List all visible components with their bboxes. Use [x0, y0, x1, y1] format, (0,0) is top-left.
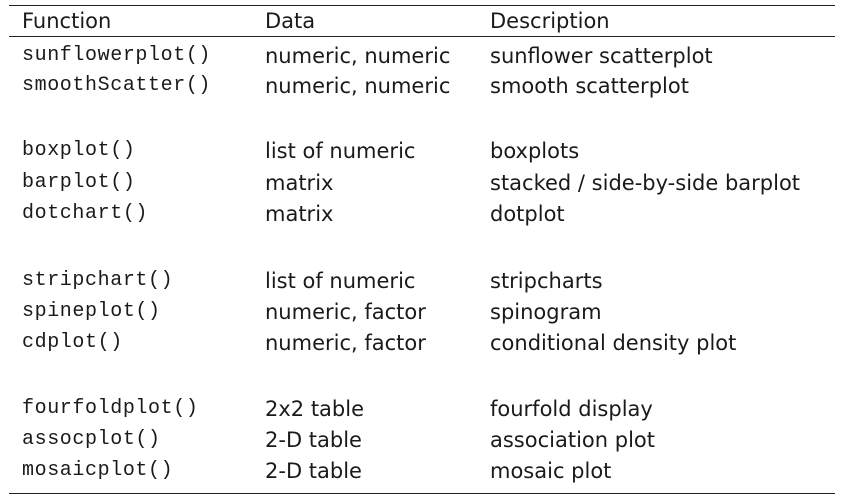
- table-row: boxplot() list of numeric boxplots: [0, 136, 847, 166]
- data-type: 2x2 table: [265, 397, 365, 421]
- data-type: 2-D table: [265, 459, 362, 483]
- function-name: stripchart(): [22, 269, 174, 292]
- description: conditional density plot: [490, 331, 737, 355]
- function-name: sunflowerplot(): [22, 44, 212, 67]
- table-row: mosaicplot() 2-D table mosaic plot: [0, 456, 847, 486]
- table-header-rule: [9, 36, 835, 37]
- table-header: Function Data Description: [0, 6, 847, 36]
- description: fourfold display: [490, 397, 653, 421]
- function-name: smoothScatter(): [22, 74, 212, 97]
- table-row: assocplot() 2-D table association plot: [0, 425, 847, 455]
- function-name: assocplot(): [22, 428, 161, 451]
- description: stacked / side-by-side barplot: [490, 171, 801, 195]
- header-data: Data: [265, 9, 316, 33]
- data-type: matrix: [265, 171, 334, 195]
- table-top-rule: [9, 5, 835, 6]
- description: sunflower scatterplot: [490, 44, 713, 68]
- data-type: numeric, factor: [265, 331, 426, 355]
- data-type: 2-D table: [265, 428, 362, 452]
- description: smooth scatterplot: [490, 74, 689, 98]
- function-name: cdplot(): [22, 331, 123, 354]
- function-name: fourfoldplot(): [22, 397, 199, 420]
- data-type: numeric, factor: [265, 300, 426, 324]
- data-type: list of numeric: [265, 139, 416, 163]
- table-row: dotchart() matrix dotplot: [0, 199, 847, 229]
- data-type: list of numeric: [265, 269, 416, 293]
- description: stripcharts: [490, 269, 603, 293]
- table-row: fourfoldplot() 2x2 table fourfold displa…: [0, 394, 847, 424]
- table-row: spineplot() numeric, factor spinogram: [0, 297, 847, 327]
- header-function: Function: [22, 9, 112, 33]
- data-type: matrix: [265, 202, 334, 226]
- description: spinogram: [490, 300, 602, 324]
- description: boxplots: [490, 139, 580, 163]
- function-name: barplot(): [22, 171, 136, 194]
- function-name: mosaicplot(): [22, 459, 174, 482]
- function-name: dotchart(): [22, 202, 149, 225]
- data-type: numeric, numeric: [265, 74, 451, 98]
- description: association plot: [490, 428, 655, 452]
- function-name: spineplot(): [22, 300, 161, 323]
- function-name: boxplot(): [22, 139, 136, 162]
- table-row: smoothScatter() numeric, numeric smooth …: [0, 71, 847, 101]
- table-row: stripchart() list of numeric stripcharts: [0, 266, 847, 296]
- table-row: barplot() matrix stacked / side-by-side …: [0, 168, 847, 198]
- table-row: sunflowerplot() numeric, numeric sunflow…: [0, 41, 847, 71]
- data-type: numeric, numeric: [265, 44, 451, 68]
- description: dotplot: [490, 202, 565, 226]
- header-description: Description: [490, 9, 610, 33]
- description: mosaic plot: [490, 459, 612, 483]
- table-bottom-rule: [9, 493, 835, 494]
- table-row: cdplot() numeric, factor conditional den…: [0, 328, 847, 358]
